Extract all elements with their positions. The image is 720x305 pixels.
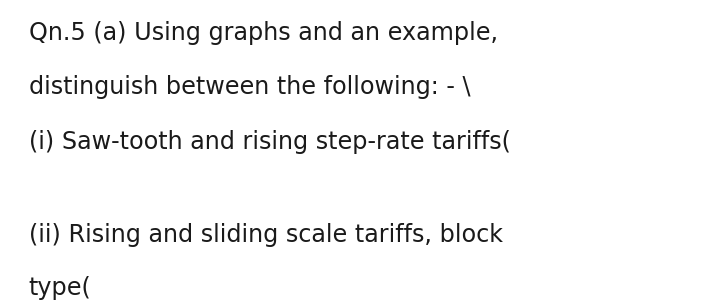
Text: (ii) Rising and sliding scale tariffs, block: (ii) Rising and sliding scale tariffs, b… [29, 223, 503, 247]
Text: type(: type( [29, 276, 91, 300]
Text: Qn.5 (a) Using graphs and an example,: Qn.5 (a) Using graphs and an example, [29, 21, 498, 45]
Text: (i) Saw-tooth and rising step-rate tariffs(: (i) Saw-tooth and rising step-rate tarif… [29, 130, 510, 154]
Text: distinguish between the following: - \: distinguish between the following: - \ [29, 75, 470, 99]
